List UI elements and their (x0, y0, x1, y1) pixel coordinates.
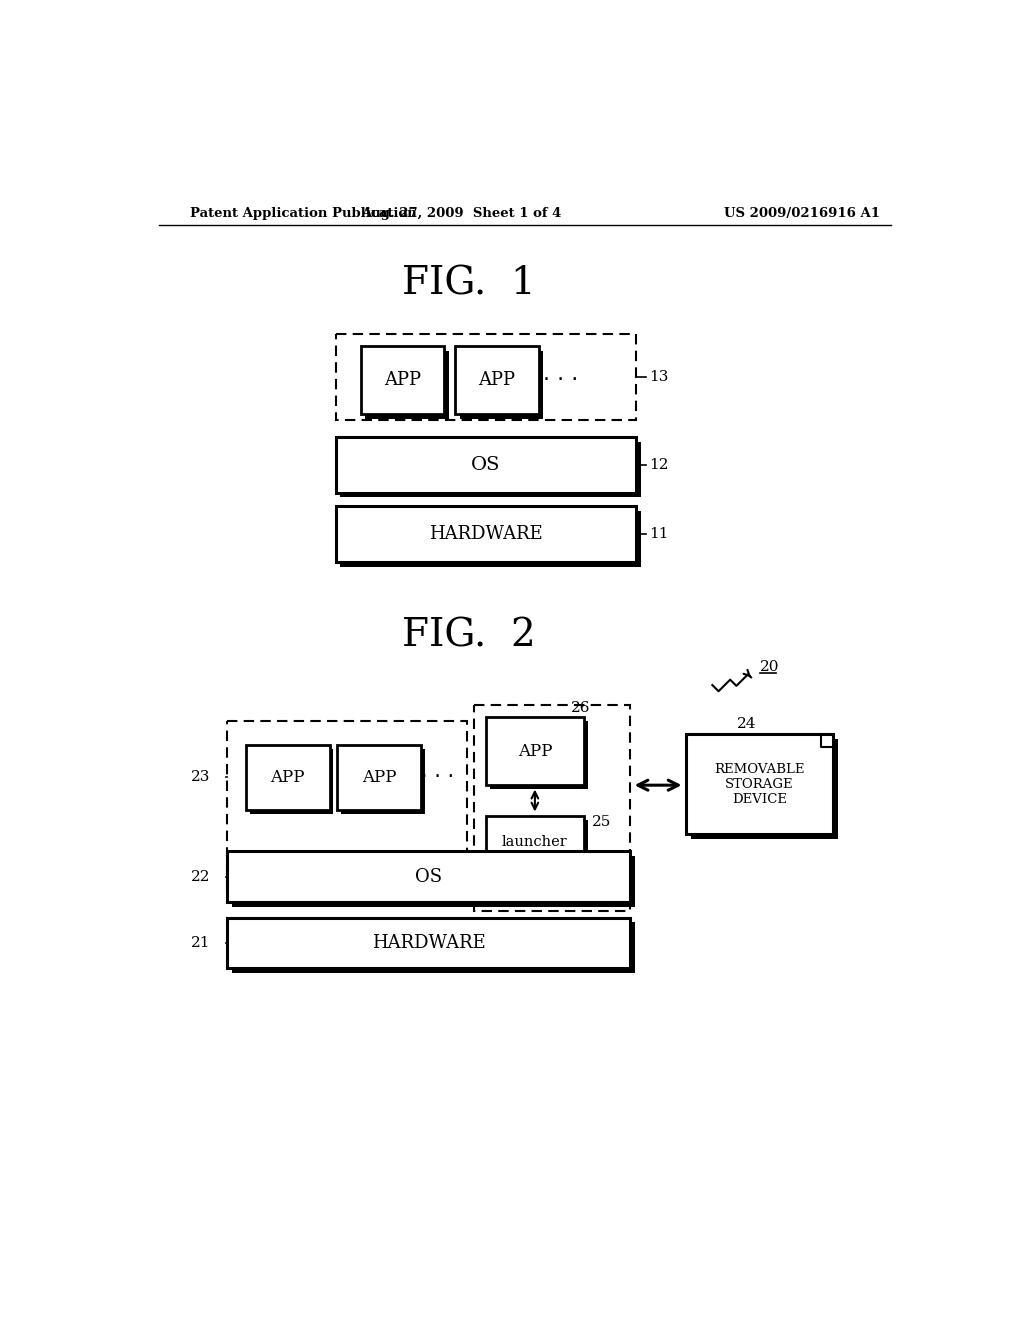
Bar (227, 721, 467, 891)
Text: HARDWARE: HARDWARE (372, 935, 485, 952)
Bar (250, 748, 334, 813)
Bar (337, 744, 421, 809)
Bar (489, 721, 588, 789)
Text: APP: APP (478, 371, 515, 389)
Bar (486, 718, 584, 785)
Bar (336, 507, 636, 562)
Text: 13: 13 (649, 370, 669, 384)
Bar (341, 748, 425, 813)
Text: 23: 23 (190, 771, 210, 784)
Bar (690, 739, 838, 840)
Text: Aug. 27, 2009  Sheet 1 of 4: Aug. 27, 2009 Sheet 1 of 4 (361, 207, 561, 220)
Text: OS: OS (415, 867, 442, 886)
Bar (336, 334, 636, 420)
Bar (246, 744, 330, 809)
Bar (366, 351, 449, 418)
Text: US 2009/0216916 A1: US 2009/0216916 A1 (724, 207, 881, 220)
Text: APP: APP (270, 770, 305, 785)
Text: APP: APP (517, 743, 552, 760)
Bar (455, 346, 539, 414)
Text: 20: 20 (761, 660, 780, 673)
Bar (460, 351, 544, 418)
Text: 22: 22 (190, 870, 210, 884)
Bar (231, 855, 635, 907)
Text: OS: OS (471, 455, 501, 474)
Bar (686, 734, 834, 834)
Bar (489, 820, 588, 873)
Text: 24: 24 (737, 717, 757, 731)
Text: HARDWARE: HARDWARE (429, 525, 543, 543)
Text: Patent Application Publication: Patent Application Publication (190, 207, 417, 220)
Text: APP: APP (384, 371, 421, 389)
Text: APP: APP (361, 770, 396, 785)
Bar (231, 923, 635, 973)
Bar (486, 816, 584, 869)
Bar (227, 851, 630, 903)
Bar (360, 346, 444, 414)
Text: 12: 12 (649, 458, 669, 471)
Bar (336, 437, 636, 492)
Bar (227, 917, 630, 969)
Text: 21: 21 (190, 936, 210, 950)
Text: launcher: launcher (502, 836, 567, 849)
Text: FIG.  2: FIG. 2 (402, 618, 536, 655)
Bar (340, 511, 641, 566)
Text: REMOVABLE
STORAGE
DEVICE: REMOVABLE STORAGE DEVICE (715, 763, 805, 807)
Bar (340, 442, 641, 498)
Text: 11: 11 (649, 527, 669, 541)
Text: 25: 25 (592, 816, 611, 829)
Text: FIG.  1: FIG. 1 (402, 265, 536, 302)
Text: · · ·: · · · (543, 370, 579, 391)
Bar (474, 705, 630, 911)
Text: 26: 26 (571, 701, 591, 715)
Text: · · ·: · · · (422, 767, 455, 788)
